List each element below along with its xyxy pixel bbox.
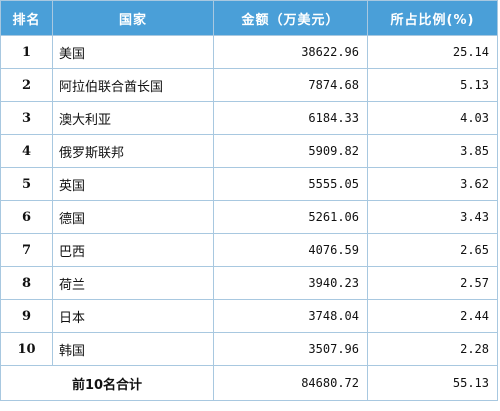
rank-cell: 2 — [0, 68, 53, 102]
table-row: 6 德国 5261.06 3.43 — [0, 200, 498, 234]
country-cell: 英国 — [52, 167, 214, 201]
country-cell: 德国 — [52, 200, 214, 234]
table-row: 9 日本 3748.04 2.44 — [0, 299, 498, 333]
amount-cell: 5261.06 — [213, 200, 368, 234]
header-percentage: 所占比例(%) — [367, 0, 498, 36]
amount-cell: 3507.96 — [213, 332, 368, 366]
percentage-cell: 2.28 — [367, 332, 498, 366]
amount-cell: 7874.68 — [213, 68, 368, 102]
total-amount: 84680.72 — [213, 365, 368, 401]
percentage-cell: 3.43 — [367, 200, 498, 234]
rank-cell: 4 — [0, 134, 53, 168]
percentage-cell: 2.44 — [367, 299, 498, 333]
rank-cell: 10 — [0, 332, 53, 366]
percentage-cell: 2.65 — [367, 233, 498, 267]
table-header-row: 排名 国家 金额（万美元） 所占比例(%) — [0, 0, 498, 36]
rank-cell: 7 — [0, 233, 53, 267]
percentage-cell: 4.03 — [367, 101, 498, 135]
country-cell: 澳大利亚 — [52, 101, 214, 135]
rank-cell: 6 — [0, 200, 53, 234]
header-amount: 金额（万美元） — [213, 0, 368, 36]
amount-cell: 6184.33 — [213, 101, 368, 135]
table-row: 8 荷兰 3940.23 2.57 — [0, 266, 498, 300]
country-cell: 美国 — [52, 35, 214, 69]
amount-cell: 3940.23 — [213, 266, 368, 300]
table-row: 5 英国 5555.05 3.62 — [0, 167, 498, 201]
percentage-cell: 5.13 — [367, 68, 498, 102]
country-cell: 巴西 — [52, 233, 214, 267]
ranking-table: 排名 国家 金额（万美元） 所占比例(%) 1 美国 38622.96 25.1… — [0, 0, 498, 401]
amount-cell: 4076.59 — [213, 233, 368, 267]
total-label: 前10名合计 — [0, 365, 214, 401]
header-country: 国家 — [52, 0, 214, 36]
table-row: 3 澳大利亚 6184.33 4.03 — [0, 101, 498, 135]
percentage-cell: 3.62 — [367, 167, 498, 201]
country-cell: 韩国 — [52, 332, 214, 366]
amount-cell: 3748.04 — [213, 299, 368, 333]
amount-cell: 5555.05 — [213, 167, 368, 201]
percentage-cell: 3.85 — [367, 134, 498, 168]
amount-cell: 38622.96 — [213, 35, 368, 69]
rank-cell: 3 — [0, 101, 53, 135]
percentage-cell: 2.57 — [367, 266, 498, 300]
country-cell: 阿拉伯联合酋长国 — [52, 68, 214, 102]
rank-cell: 1 — [0, 35, 53, 69]
total-percentage: 55.13 — [367, 365, 498, 401]
table-row: 1 美国 38622.96 25.14 — [0, 35, 498, 69]
total-row: 前10名合计 84680.72 55.13 — [0, 365, 498, 401]
percentage-cell: 25.14 — [367, 35, 498, 69]
table-row: 2 阿拉伯联合酋长国 7874.68 5.13 — [0, 68, 498, 102]
table-row: 10 韩国 3507.96 2.28 — [0, 332, 498, 366]
rank-cell: 5 — [0, 167, 53, 201]
rank-cell: 8 — [0, 266, 53, 300]
country-cell: 俄罗斯联邦 — [52, 134, 214, 168]
country-cell: 日本 — [52, 299, 214, 333]
table-row: 4 俄罗斯联邦 5909.82 3.85 — [0, 134, 498, 168]
rank-cell: 9 — [0, 299, 53, 333]
country-cell: 荷兰 — [52, 266, 214, 300]
header-rank: 排名 — [0, 0, 53, 36]
amount-cell: 5909.82 — [213, 134, 368, 168]
table-row: 7 巴西 4076.59 2.65 — [0, 233, 498, 267]
